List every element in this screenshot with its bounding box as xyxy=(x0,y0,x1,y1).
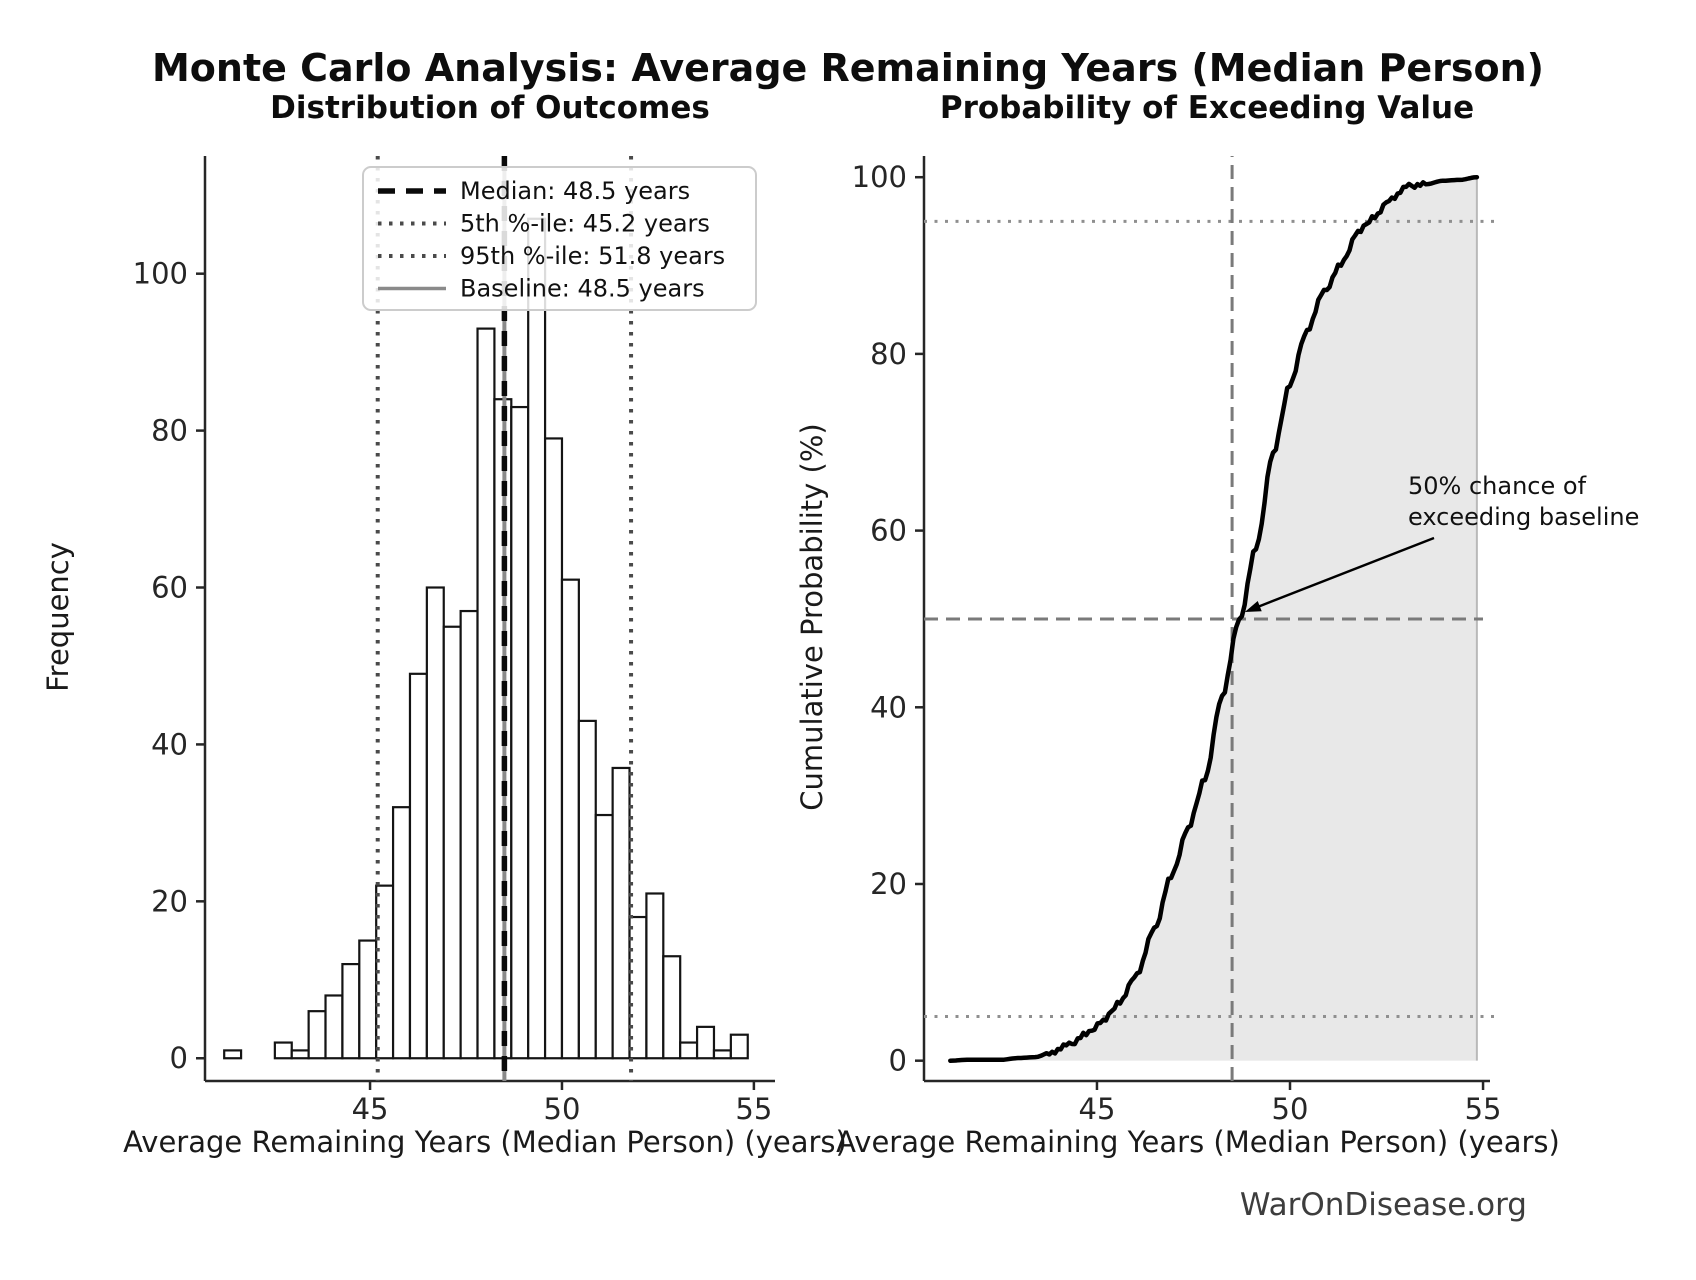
histogram-bar xyxy=(442,625,462,1060)
right-x-tick-label: 55 xyxy=(1465,1092,1502,1126)
page-title: Monte Carlo Analysis: Average Remaining … xyxy=(151,46,1545,90)
histogram-bar xyxy=(273,1041,293,1060)
legend-item-label: Baseline: 48.5 years xyxy=(460,275,705,303)
right-y-tick-label: 40 xyxy=(870,690,907,724)
histogram-bar xyxy=(510,405,530,1060)
annotation-arrow-head xyxy=(1244,600,1262,612)
watermark: WarOnDisease.org xyxy=(1239,1187,1527,1223)
legend-item-label: 5th %-ile: 45.2 years xyxy=(460,210,710,238)
annotation-text: 50% chance of exceeding baseline xyxy=(1408,471,1639,533)
left-y-tick-label: 20 xyxy=(151,884,188,918)
histogram-bar xyxy=(679,1041,699,1060)
histogram-bar xyxy=(290,1049,310,1060)
cdf-curve xyxy=(948,174,1480,1063)
histogram-bar xyxy=(712,1049,732,1060)
histogram-bar xyxy=(543,437,564,1060)
histogram-bar xyxy=(527,217,547,1060)
histogram-bar xyxy=(324,994,344,1060)
right-y-tick-label: 60 xyxy=(870,514,907,548)
left-y-tick-label: 80 xyxy=(151,414,188,448)
histogram-bar xyxy=(425,586,445,1060)
histogram-bar xyxy=(358,939,378,1060)
right-yaxis-label: Cumulative Probability (%) xyxy=(795,423,829,811)
legend-box xyxy=(362,166,757,311)
right-y-tick-label: 100 xyxy=(852,160,907,194)
histogram-bar xyxy=(307,1010,327,1060)
left-x-tick-label: 50 xyxy=(544,1092,581,1126)
right-y-tick-label: 0 xyxy=(889,1044,907,1078)
histogram-bar xyxy=(729,1033,749,1060)
histogram-bar xyxy=(577,719,597,1060)
histogram-bar xyxy=(408,672,428,1060)
legend-item-label: Median: 48.5 years xyxy=(460,177,690,205)
legend-item-label: 95th %-ile: 51.8 years xyxy=(460,242,725,270)
left-y-tick-label: 60 xyxy=(151,571,188,605)
left-y-tick-label: 100 xyxy=(133,257,188,291)
left-y-tick-label: 40 xyxy=(151,727,188,761)
histogram-bar xyxy=(594,813,614,1060)
right-y-tick-label: 80 xyxy=(870,337,907,371)
right-y-tick-label: 20 xyxy=(870,867,907,901)
cdf-fill xyxy=(950,177,1477,1061)
histogram-bar xyxy=(645,892,665,1060)
histogram-bar xyxy=(341,963,361,1060)
left-x-tick-label: 55 xyxy=(735,1092,772,1126)
histogram-bar xyxy=(391,806,412,1060)
right-subplot-title: Probability of Exceeding Value xyxy=(939,90,1475,126)
annotation-line-2: exceeding baseline xyxy=(1408,503,1640,531)
right-x-tick-label: 50 xyxy=(1272,1092,1309,1126)
histogram-bar xyxy=(223,1049,243,1060)
histogram-bar xyxy=(662,955,682,1060)
left-yaxis-label: Frequency xyxy=(41,542,75,692)
left-x-tick-label: 45 xyxy=(352,1092,389,1126)
annotation-line-1: 50% chance of xyxy=(1408,472,1587,500)
histogram-bar xyxy=(476,327,496,1060)
left-xaxis-label: Average Remaining Years (Median Person) … xyxy=(123,1125,847,1159)
histogram-bar xyxy=(695,1025,716,1060)
right-xaxis-label: Average Remaining Years (Median Person) … xyxy=(836,1125,1560,1159)
histogram-bar xyxy=(560,578,580,1060)
histogram-bar xyxy=(611,766,631,1060)
annotation-arrow-line xyxy=(1255,536,1435,609)
left-subplot-title: Distribution of Outcomes xyxy=(270,90,710,126)
histogram-bar xyxy=(459,609,479,1060)
left-y-tick-label: 0 xyxy=(170,1041,188,1075)
right-x-tick-label: 45 xyxy=(1079,1092,1116,1126)
